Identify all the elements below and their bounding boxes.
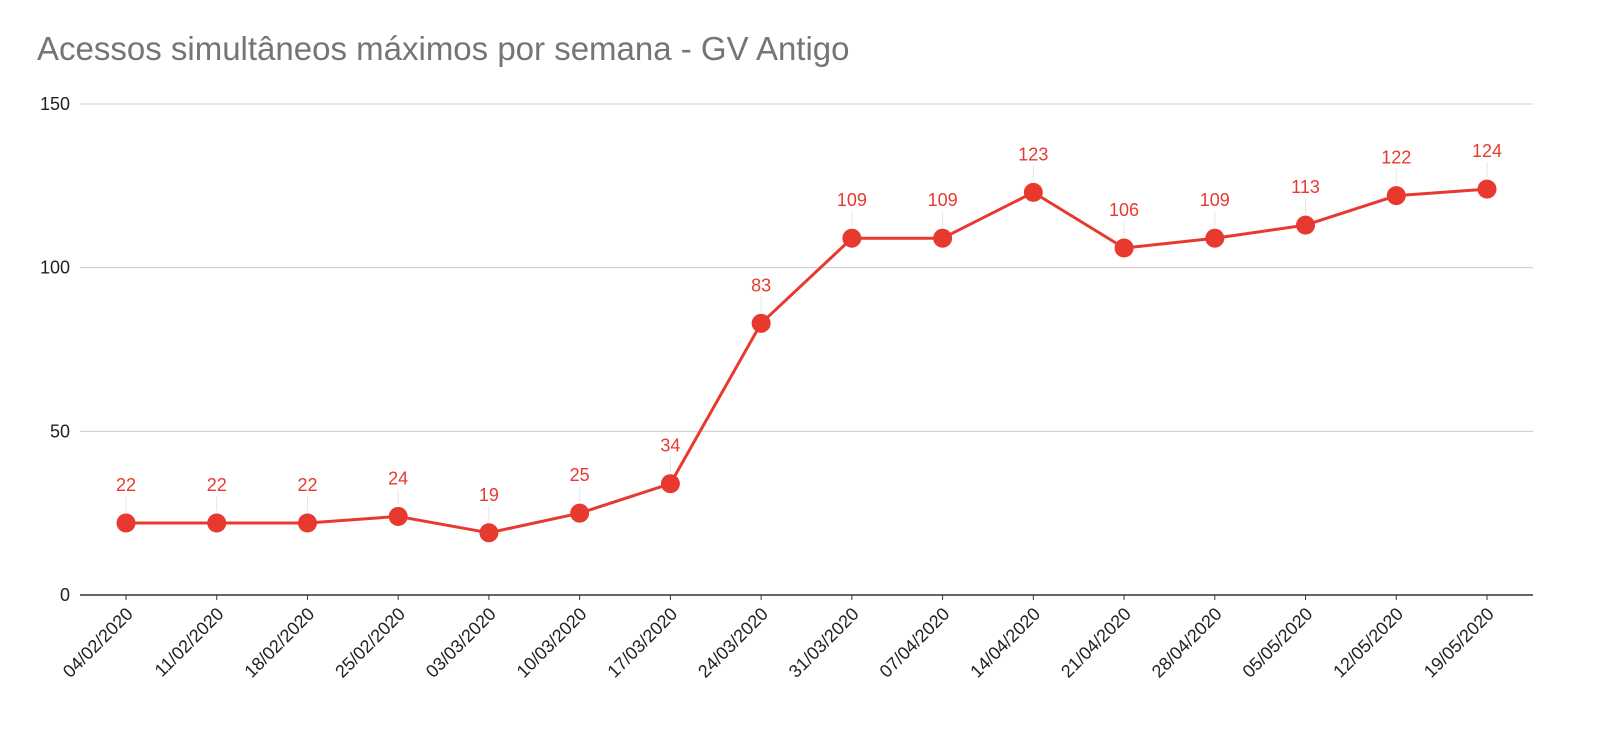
x-tick-label: 18/02/2020 [240,604,318,682]
data-point [1386,186,1406,206]
data-point [297,513,317,533]
data-label: 22 [207,475,227,495]
data-label: 24 [388,468,408,488]
data-point [933,228,953,248]
data-point [660,474,680,494]
x-tick-label: 28/04/2020 [1148,604,1226,682]
data-label: 25 [570,465,590,485]
y-tick-label: 0 [60,585,70,605]
data-point [1477,179,1497,199]
x-tick-label: 21/04/2020 [1057,604,1135,682]
x-tick-label: 19/05/2020 [1420,604,1498,682]
x-tick-label: 04/02/2020 [59,604,137,682]
x-tick-label: 24/03/2020 [694,604,772,682]
y-tick-label: 50 [50,421,70,441]
data-label: 109 [928,190,958,210]
data-labels: 22 22 22 24 19 25 34 83 109 109 123 106 109 113 122 124 [116,141,1502,521]
data-label: 124 [1472,141,1502,161]
y-tick-label: 150 [40,94,70,114]
data-label: 83 [751,275,771,295]
data-label: 22 [297,475,317,495]
x-tick-label: 25/02/2020 [331,604,409,682]
x-tick-label: 05/05/2020 [1239,604,1317,682]
data-point [388,506,408,526]
x-tick-label: 12/05/2020 [1329,604,1407,682]
data-point [479,523,499,543]
data-point [1296,215,1316,235]
y-tick-label: 100 [40,258,70,278]
data-label: 109 [837,190,867,210]
x-tick-label: 14/04/2020 [966,604,1044,682]
data-point [842,228,862,248]
x-tick-label: 03/03/2020 [422,604,500,682]
x-tick-label: 11/02/2020 [151,604,228,681]
data-point [207,513,227,533]
x-axis-ticks: 04/02/2020 11/02/2020 18/02/2020 25/02/2020… [59,595,1498,682]
chart-title: Acessos simultâneos máximos por semana -… [37,30,850,67]
data-point [1023,182,1043,202]
data-point [751,313,771,333]
data-label: 106 [1109,200,1139,220]
data-label: 22 [116,475,136,495]
series-line [126,187,1488,535]
data-label: 122 [1381,148,1411,168]
gridlines [80,103,1533,596]
data-label: 19 [479,485,499,505]
x-tick-label: 31/03/2020 [785,604,863,682]
y-axis-ticks: 0 50 100 150 [40,94,70,605]
data-label: 113 [1291,177,1320,197]
data-label: 34 [660,436,680,456]
series-group [116,179,1497,543]
x-tick-label: 10/03/2020 [513,604,591,682]
x-tick-label: 17/03/2020 [603,604,681,682]
data-point [570,503,590,523]
x-tick-label: 07/04/2020 [876,604,954,682]
data-point [1205,228,1225,248]
data-point [1114,238,1134,258]
data-label: 123 [1018,144,1048,164]
data-label: 109 [1200,190,1230,210]
data-point [116,513,136,533]
